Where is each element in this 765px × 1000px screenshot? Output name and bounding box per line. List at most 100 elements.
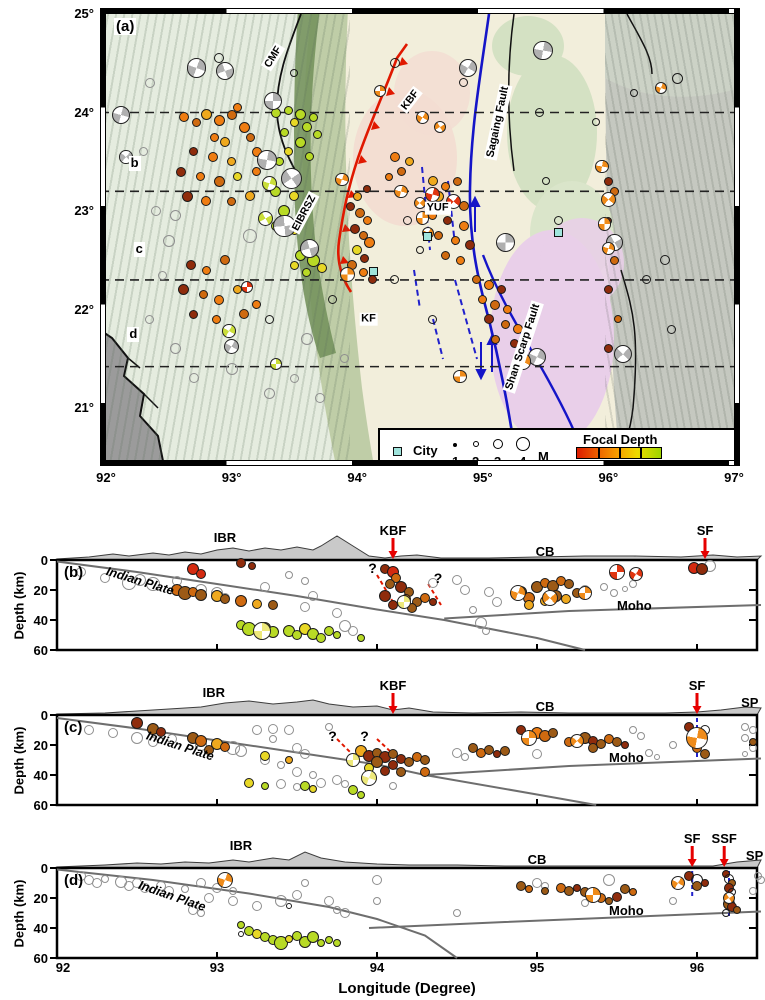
hypocenter <box>749 886 757 895</box>
hypocenter <box>429 598 437 606</box>
hypocenter <box>605 897 613 905</box>
hypocenter <box>100 573 110 583</box>
hypocenter <box>292 743 302 753</box>
mag-unit-label: M <box>538 449 549 464</box>
hypocenter <box>621 741 629 749</box>
depth-axis-label: Depth (km) <box>11 879 27 948</box>
map-frame-bottom <box>100 460 740 466</box>
earthquake-epicenter <box>139 147 149 157</box>
hypocenter <box>134 573 147 586</box>
earthquake-epicenter <box>225 362 238 375</box>
hypocenter <box>140 882 150 893</box>
earthquake-epicenter <box>349 223 360 234</box>
hypocenter <box>348 785 358 795</box>
hypocenter <box>196 878 206 888</box>
moho-line <box>444 604 762 620</box>
section-b: KBF SF IBR CB?? Indian Plate Moho (b) 0 20 40 60 De… <box>0 520 765 670</box>
hypocenter <box>108 728 118 738</box>
focal-depth-colorbar <box>576 447 662 459</box>
hypocenter <box>148 737 158 747</box>
fault-label-kf: KF <box>359 313 378 326</box>
earthquake-epicenter <box>358 231 368 241</box>
earthquake-epicenter <box>362 216 372 226</box>
earthquake-epicenter <box>162 234 175 247</box>
lat-tick-label: 23° <box>74 203 94 218</box>
hypocenter <box>461 753 469 761</box>
focal-mechanism-beachball <box>629 566 644 581</box>
hypocenter <box>325 723 333 731</box>
hypocenter <box>384 579 395 589</box>
hypocenter <box>629 888 637 896</box>
hypocenter <box>238 931 244 937</box>
focal-mechanism-beachball <box>335 172 349 187</box>
earthquake-epicenter <box>289 373 299 383</box>
focal-mechanism-beachball <box>597 217 612 231</box>
hypocenter <box>469 605 477 614</box>
focal-mechanism-beachball <box>655 81 668 94</box>
earthquake-epicenter <box>402 216 412 226</box>
focal-mechanism-beachball <box>434 121 447 134</box>
depth-tick-label: 0 <box>40 708 48 723</box>
earthquake-epicenter <box>295 136 307 148</box>
hypocenter <box>301 879 309 887</box>
surface-fault-label-KBF: KBF <box>379 678 407 693</box>
hypocenter <box>285 571 293 579</box>
hypocenter <box>420 592 430 603</box>
earthquake-epicenter <box>666 324 676 334</box>
earthquake-epicenter <box>220 137 231 148</box>
focal-mechanism-beachball <box>257 150 277 170</box>
hypocenter <box>131 731 143 744</box>
panel-b-label: (b) <box>64 564 84 581</box>
indian-plate-line <box>56 560 586 651</box>
hypocenter <box>196 568 206 579</box>
earthquake-epicenter <box>405 157 415 167</box>
hypocenter <box>252 725 262 735</box>
hypocenter <box>357 634 365 642</box>
earthquake-epicenter <box>213 175 225 187</box>
hypocenter <box>407 603 418 613</box>
hypocenter <box>156 726 166 737</box>
earthquake-epicenter <box>227 196 237 206</box>
hypocenter <box>316 777 326 788</box>
lat-tick-label: 24° <box>74 104 94 120</box>
earthquake-epicenter <box>346 201 356 211</box>
hypocenter <box>261 781 269 790</box>
hypocenter <box>252 598 262 609</box>
city-label: City <box>413 443 438 458</box>
sagaing-fault-line <box>468 13 517 453</box>
earthquake-epicenter <box>189 147 199 157</box>
hypocenter <box>524 600 534 610</box>
hypocenter <box>629 580 637 588</box>
focal-mechanism-beachball <box>394 184 408 199</box>
focal-mechanism-beachball <box>415 211 430 225</box>
depth-tick-label: 40 <box>33 768 48 783</box>
surface-label-CB: CB <box>527 852 547 867</box>
earthquake-epicenter <box>312 129 322 139</box>
earthquake-epicenter <box>389 58 400 69</box>
hypocenter <box>292 890 302 900</box>
uncertainty-question-mark: ? <box>368 559 377 576</box>
hypocenter <box>373 897 381 905</box>
hypocenter <box>292 930 302 941</box>
depth-tick-label: 20 <box>33 738 48 753</box>
earthquake-epicenter <box>459 78 469 88</box>
focal-mechanism-beachball <box>373 84 386 97</box>
earthquake-epicenter <box>472 275 482 285</box>
hypocenter <box>333 939 341 947</box>
hypocenter <box>324 625 334 636</box>
hypocenter <box>204 744 214 755</box>
earthquake-epicenter <box>440 250 450 260</box>
uncertainty-question-mark: ? <box>433 570 443 586</box>
hypocenter <box>340 908 350 918</box>
hypocenter <box>301 577 309 585</box>
hypocenter <box>372 875 382 885</box>
hypocenter <box>316 633 326 643</box>
earthquake-epicenter <box>191 117 201 127</box>
earthquake-epicenter <box>279 127 289 137</box>
hypocenter <box>475 617 487 629</box>
earthquake-epicenter <box>396 167 406 177</box>
hypocenter <box>669 741 677 749</box>
focal-mechanism-beachball <box>361 770 377 786</box>
surface-fault-label-SF: SF <box>696 523 714 538</box>
earthquake-epicenter <box>317 263 328 274</box>
